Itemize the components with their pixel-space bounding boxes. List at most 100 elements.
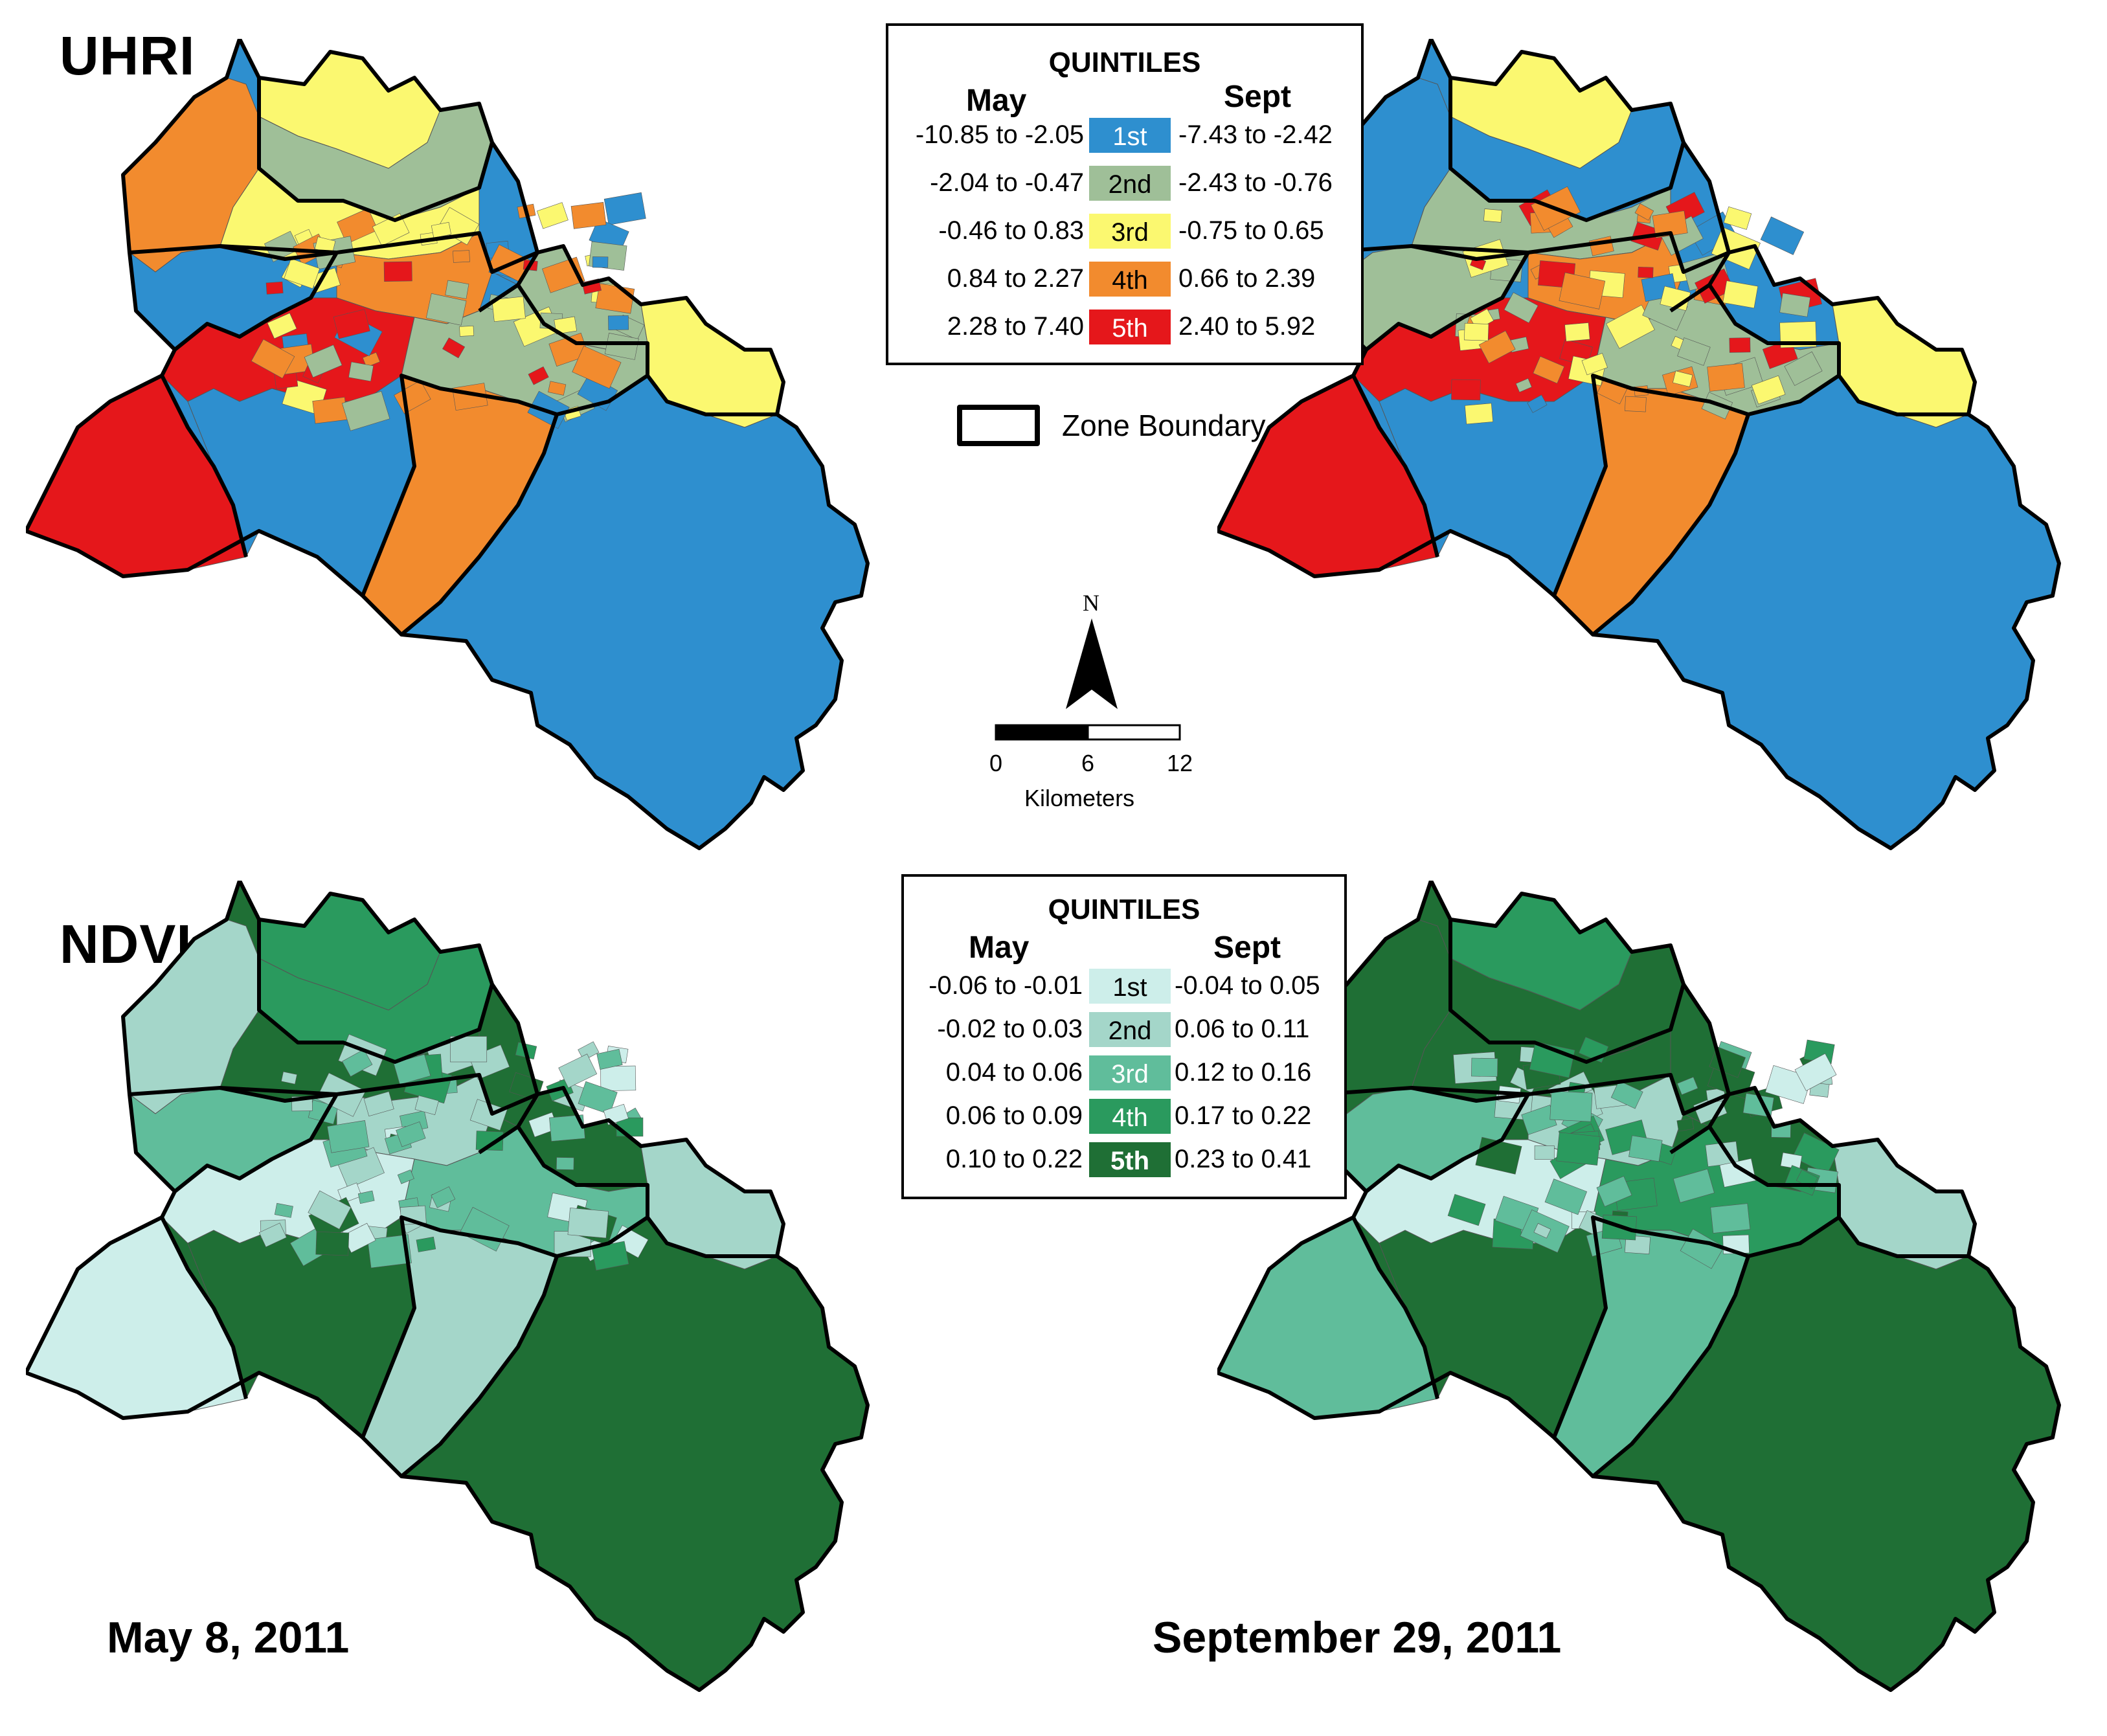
uhri-may-ward-patch: [372, 213, 410, 247]
uhri-sept-zone-boundary-5: [1552, 374, 1750, 637]
uhri-sept-zone-boundary-3: [1448, 78, 1685, 222]
ndvi-may-ward-patch: [416, 1236, 436, 1252]
scale-tick-0: 0: [989, 750, 1003, 776]
ndvi-sept-ward-patch: [1544, 1178, 1588, 1215]
uhri-may-zone-boundary-8: [478, 251, 539, 313]
may-date-label: May 8, 2011: [107, 1613, 350, 1662]
uhri-may-ward-patch: [431, 221, 452, 238]
uhri-sept-ward-patch: [1779, 321, 1817, 348]
ndvi-sept-ward-patch: [1596, 1176, 1632, 1207]
uhri-may-ward-patch: [554, 316, 578, 335]
ndvi-may-zone-boundary-4: [174, 1086, 339, 1193]
uhri-sept-zone-boundary-8: [1669, 251, 1731, 313]
uhri-sept-ward-patch: [1723, 206, 1752, 230]
uhri-may-zone-boundary-7: [556, 374, 649, 416]
ndvi-sept-ward-patch: [1719, 1158, 1757, 1188]
ndvi-may-ward-patch: [357, 1190, 375, 1204]
ndvi-sept-zone-boundary-8: [1669, 1093, 1731, 1155]
uhri-may-ward-patch: [548, 381, 567, 396]
uhri-may-ward-patch: [284, 258, 321, 289]
ndvi-may-ward-patch: [258, 1223, 287, 1248]
ndvi-sept-ward-patch: [1556, 1132, 1601, 1166]
uhri-may-ward-patch: [491, 296, 526, 322]
uhri-legend-swatch-3rd: 3rd: [1088, 212, 1172, 250]
ndvi-legend-swatch-3rd: 3rd: [1088, 1054, 1172, 1092]
ndvi-may-ward-patch: [397, 1169, 414, 1184]
ndvi-may-ward-patch: [281, 1071, 297, 1085]
uhri-sept-ward-patch: [1760, 216, 1805, 255]
ndvi-may-ward-patch: [342, 1049, 373, 1077]
uhri-legend-sept-range: 2.40 to 5.92: [1178, 312, 1316, 341]
ndvi-sept-ward-patch: [1677, 1076, 1698, 1096]
ndvi-sept-zone-boundary-7: [1748, 1215, 1840, 1258]
ndvi-legend-sept-range: -0.04 to 0.05: [1175, 971, 1320, 1000]
uhri-sept-zone-boundary-7: [1748, 374, 1840, 416]
ndvi-legend-sept-range: 0.23 to 0.41: [1175, 1145, 1312, 1173]
ndvi-may-ward-patch: [450, 1036, 488, 1063]
north-label: N: [1083, 590, 1099, 616]
uhri-sept-ward-patch: [1559, 272, 1606, 310]
ndvi-legend-swatch-5th: 5th: [1088, 1141, 1172, 1178]
uhri-may-ward-patch: [383, 261, 412, 282]
ndvi-may-ward-patch: [274, 1202, 293, 1218]
uhri-may-zone-boundary-5: [361, 374, 559, 637]
uhri-sept-outline: [1217, 39, 2061, 850]
ndvi-sept-ward-patch: [1673, 1168, 1715, 1203]
uhri-may-ward-patch: [570, 202, 607, 229]
ndvi-may-ward-patch: [556, 1157, 574, 1170]
uhri-may-ward-patch: [572, 345, 622, 389]
uhri-sept-ward-patch: [1625, 396, 1647, 412]
uhri-legend-swatch-5th: 5th: [1088, 308, 1172, 346]
ndvi-legend-may-range: 0.10 to 0.22: [945, 1145, 1083, 1173]
ndvi-may-zone-boundary-5: [361, 1215, 559, 1478]
uhri-sept-ward-patch: [1707, 363, 1745, 392]
ndvi-may-ward-patch: [558, 1054, 598, 1088]
uhri-legend-sept-range: -2.43 to -0.76: [1178, 168, 1333, 197]
uhri-sept-ward-patch: [1465, 403, 1494, 425]
sept-date-label: September 29, 2011: [1153, 1613, 1562, 1662]
ndvi-sept-zone-boundary-2: [1320, 1073, 1730, 1116]
north-arrow-icon: [1066, 618, 1118, 709]
uhri-legend-swatch-1st: 1st: [1088, 117, 1172, 154]
uhri-may-zone-boundary-4: [174, 244, 339, 352]
ndvi-may-zone-boundary-2: [129, 1073, 539, 1116]
uhri-sept-ward-patch: [1638, 266, 1654, 278]
ndvi-may-map: [26, 881, 870, 1692]
uhri-legend-sept-range: -0.75 to 0.65: [1178, 216, 1324, 245]
uhri-sept-ward-patch: [1751, 375, 1786, 405]
ndvi-may-ward-patch: [393, 1054, 431, 1085]
ndvi-sept-outline: [1217, 881, 2061, 1692]
ndvi-legend-may-range: -0.02 to 0.03: [937, 1015, 1083, 1043]
ndvi-sept-ward-patch: [1529, 1041, 1575, 1078]
uhri-may-ward-patch: [453, 250, 470, 263]
uhri-may-ward-patch: [267, 313, 297, 339]
uhri-sept-ward-patch: [1483, 209, 1502, 223]
ndvi-may-ward-patch: [363, 1091, 394, 1117]
uhri-sept-ward-patch: [1784, 351, 1823, 386]
zone-boundary-label: Zone Boundary: [1062, 409, 1266, 442]
uhri-legend-sept-header: Sept: [1224, 80, 1292, 114]
uhri-legend-may-range: 2.28 to 7.40: [947, 312, 1084, 341]
uhri-sept-ward-patch: [1533, 355, 1565, 384]
ndvi-may-zone-boundary-8: [478, 1093, 539, 1155]
uhri-may-ward-patch: [341, 390, 390, 431]
ndvi-legend-sept-range: 0.12 to 0.16: [1175, 1058, 1312, 1087]
uhri-sept-ward-patch: [1478, 330, 1516, 364]
ndvi-may-ward-patch: [431, 1186, 456, 1208]
ndvi-legend-sept-range: 0.17 to 0.22: [1175, 1101, 1312, 1130]
ndvi-sept-ward-patch: [1676, 1118, 1695, 1132]
uhri-may-ward-patch: [528, 366, 549, 385]
ndvi-legend-may-header: May: [969, 930, 1030, 965]
ndvi-sept-zone-boundary-5: [1552, 1215, 1750, 1478]
ndvi-legend-sept-header: Sept: [1213, 930, 1281, 965]
ndvi-sept-ward-patch: [1794, 1053, 1837, 1092]
ndvi-title: NDVI: [60, 914, 192, 975]
ndvi-legend-may-range: 0.04 to 0.06: [945, 1058, 1083, 1087]
ndvi-may-ward-patch: [308, 1190, 352, 1230]
ndvi-may-outline: [26, 881, 870, 1692]
uhri-may-ward-patch: [394, 380, 431, 414]
ndvi-may-zone-boundary-3: [257, 919, 494, 1064]
ndvi-may-ward-patch: [469, 1099, 508, 1131]
ndvi-sept-ward-patch: [1610, 1080, 1643, 1109]
uhri-may-ward-patch: [592, 256, 609, 268]
